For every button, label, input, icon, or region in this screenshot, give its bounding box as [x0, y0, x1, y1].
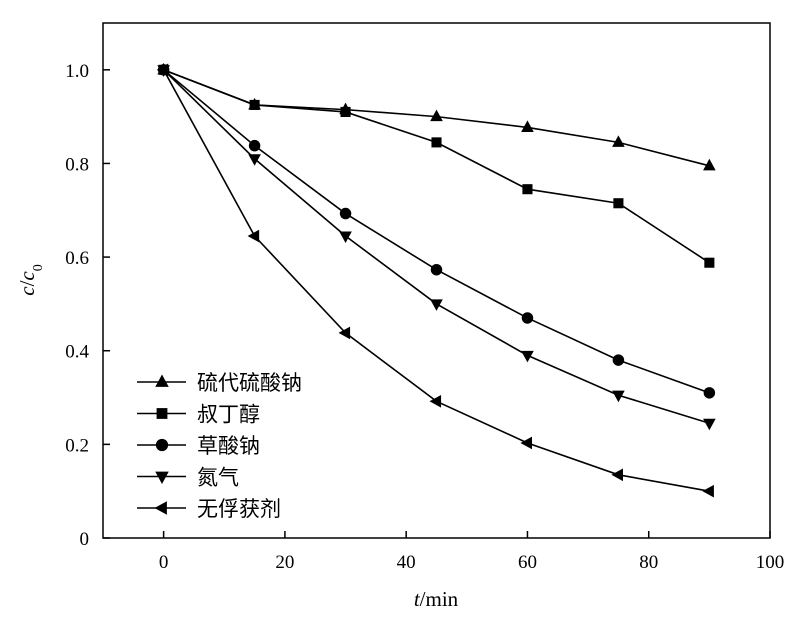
series-3	[157, 64, 716, 399]
y-tick-label: 0.4	[65, 342, 89, 363]
data-point	[704, 257, 715, 268]
data-point	[339, 231, 352, 244]
legend-marker	[154, 501, 167, 515]
data-point	[521, 350, 534, 363]
legend-label: 草酸钠	[197, 434, 260, 458]
data-point	[521, 120, 534, 132]
data-point	[249, 99, 260, 110]
data-point	[522, 184, 533, 195]
x-tick-label: 0	[159, 552, 169, 573]
legend-label: 无俘获剂	[197, 497, 281, 521]
data-point	[247, 229, 260, 243]
axis-ticks: 0 20 40 60 80 100 0 0.2 0.4 0.6 0.8 1.0	[65, 61, 784, 573]
legend-item: 硫代硫酸钠	[137, 371, 302, 395]
data-point	[430, 263, 443, 276]
series-2	[158, 64, 715, 268]
x-tick-label: 20	[275, 552, 294, 573]
data-point	[611, 468, 623, 482]
plot-frame	[102, 22, 771, 539]
data-point	[431, 137, 442, 148]
legend-marker	[155, 374, 169, 387]
legend-marker	[156, 408, 168, 419]
legend-label: 叔丁醇	[197, 403, 260, 427]
data-point	[613, 198, 624, 209]
data-point	[521, 312, 534, 324]
x-tick-label: 100	[756, 552, 785, 573]
legend-label: 氮气	[197, 466, 239, 490]
data-point	[612, 390, 625, 403]
legend-marker	[155, 438, 169, 452]
legend-item: 叔丁醇	[137, 403, 260, 427]
data-point	[338, 326, 351, 340]
x-tick-label: 40	[397, 552, 416, 573]
y-tick-label: 0	[80, 529, 90, 550]
x-tick-label: 80	[639, 552, 658, 573]
y-tick-label: 0.6	[65, 248, 89, 269]
data-point	[248, 154, 261, 166]
y-tick-label: 0.8	[65, 154, 89, 175]
series-5	[156, 63, 714, 498]
data-point	[612, 354, 625, 366]
y-tick-label: 1.0	[65, 61, 89, 82]
data-point	[703, 418, 716, 431]
legend-label: 硫代硫酸钠	[197, 371, 302, 395]
legend-item: 氮气	[137, 466, 239, 490]
data-point	[703, 387, 716, 399]
series-layer	[156, 62, 716, 498]
data-point	[156, 63, 169, 77]
data-point	[429, 394, 442, 408]
data-point	[520, 436, 533, 450]
series-line	[163, 69, 710, 264]
data-point	[339, 207, 352, 220]
data-point	[612, 135, 625, 147]
legend-item: 草酸钠	[137, 434, 260, 458]
series-line	[162, 69, 710, 492]
data-point	[340, 106, 351, 117]
series-1	[157, 62, 716, 171]
data-point	[702, 484, 714, 498]
y-tick-label: 0.2	[65, 435, 89, 456]
x-tick-label: 60	[518, 552, 537, 573]
legend-marker	[155, 471, 169, 484]
data-point	[430, 109, 443, 122]
x-axis-title: t/min	[414, 587, 459, 611]
data-point	[248, 139, 261, 152]
data-point	[703, 158, 716, 171]
y-axis-title: c/c0	[15, 264, 46, 296]
legend-item: 无俘获剂	[137, 497, 281, 521]
data-point	[430, 299, 443, 311]
